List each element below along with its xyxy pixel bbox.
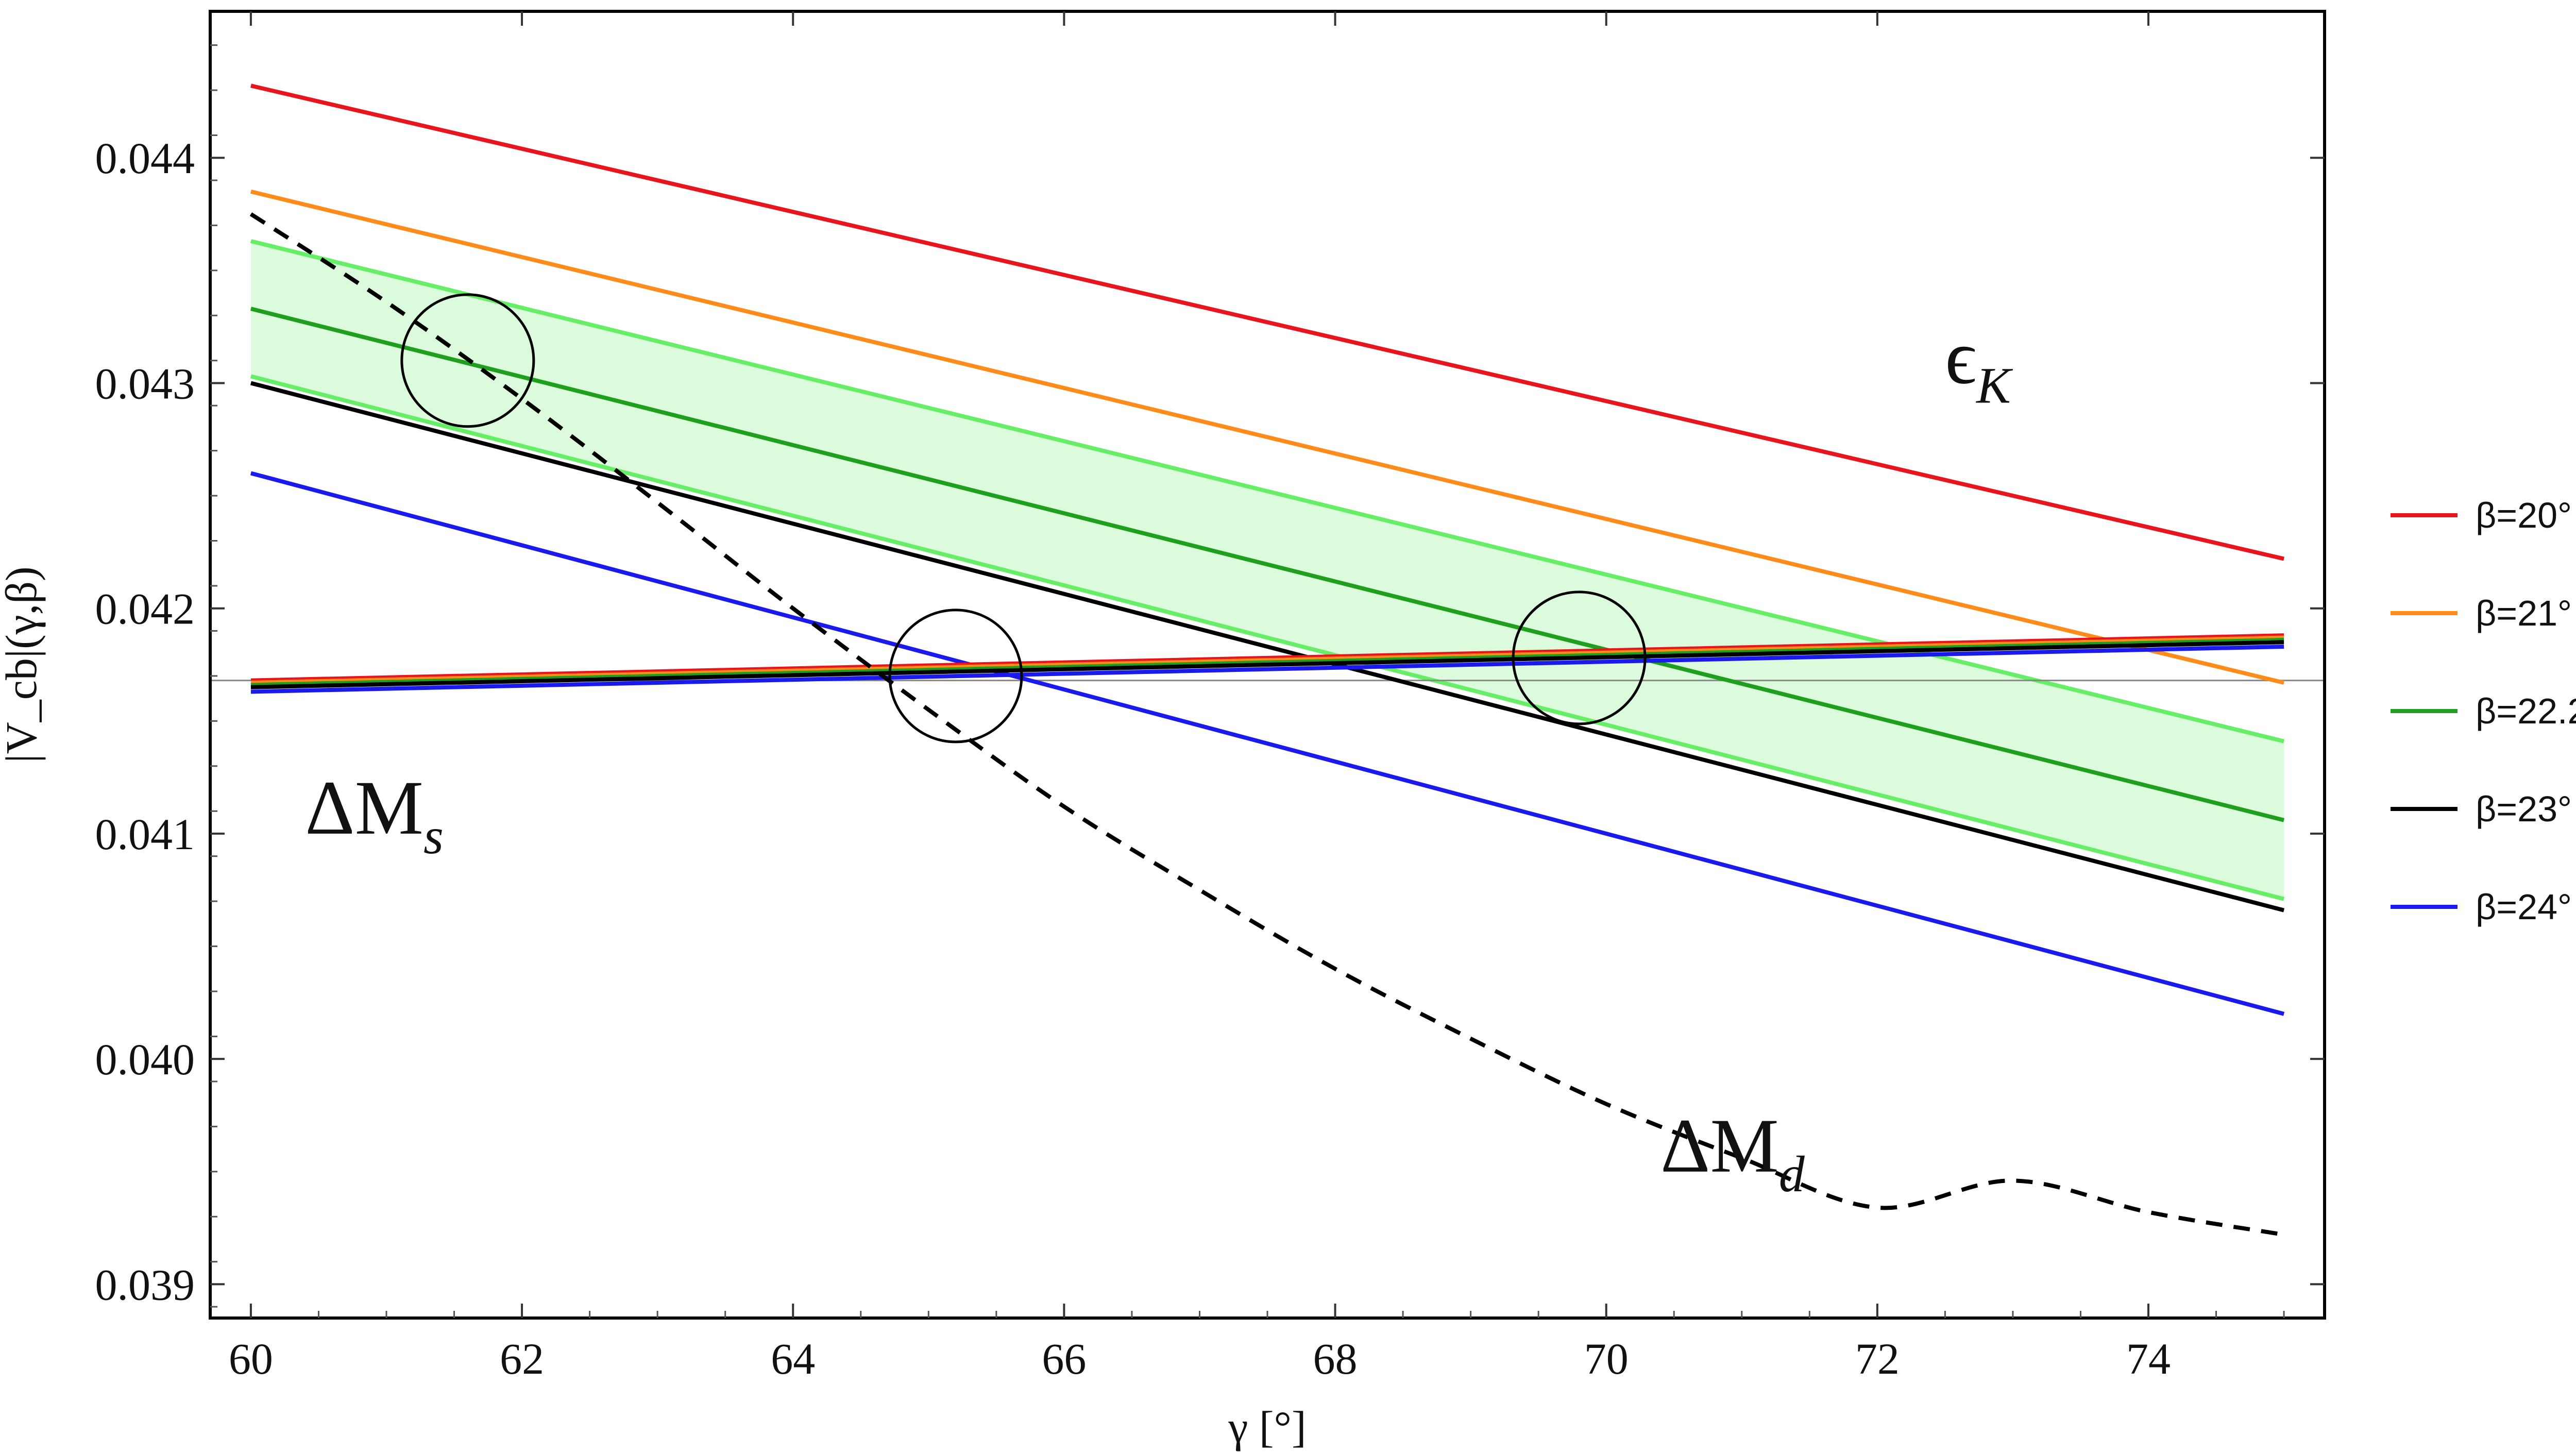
y-tick-label: 0.042 — [95, 584, 195, 634]
axes: 60 62 64 66 68 70 72 74 0.039 0.040 0.041 0.042 0.04… — [0, 10, 2326, 1451]
epsilon-k-line-2 — [250, 307, 2285, 822]
delta-ms-line-0 — [250, 633, 2284, 683]
annotation-1: ΔMs — [305, 765, 444, 865]
annotation-2: ΔMd — [1660, 1103, 1805, 1203]
epsilon-k-line-0 — [250, 83, 2284, 561]
annotation-main: ΔM — [1660, 1103, 1779, 1189]
x-tick-label: 62 — [500, 1334, 544, 1383]
delta-ms-line-1 — [250, 635, 2284, 685]
legend-label-3: β=23° — [2476, 789, 2572, 829]
epsilon-k-line-3 — [250, 381, 2285, 913]
y-tick-label: 0.044 — [95, 133, 195, 183]
epsilon-k-line-1 — [250, 189, 2285, 685]
uncertainty-band-upper — [250, 239, 2285, 744]
plot-content — [210, 83, 2325, 1237]
x-tick-label: 70 — [1584, 1334, 1629, 1383]
annotation-subscript: d — [1779, 1145, 1805, 1203]
legend-label-4: β=24° — [2476, 887, 2572, 927]
highlight-circle-0 — [400, 293, 535, 428]
y-tick-label: 0.039 — [95, 1260, 195, 1309]
delta-ms-line-4 — [250, 645, 2284, 694]
legend-label-1: β=21° — [2476, 593, 2572, 633]
y-tick-label: 0.043 — [95, 359, 195, 408]
legend: β=20° β=21° β=22.2° β=23° β=24° — [2391, 495, 2576, 927]
x-tick-label: 74 — [2126, 1334, 2171, 1383]
y-tick-label: 0.041 — [95, 809, 195, 859]
x-tick-label: 66 — [1042, 1334, 1086, 1383]
highlight-circle-1 — [888, 609, 1023, 744]
annotation-subscript: s — [423, 807, 444, 865]
delta-ms-line-2 — [250, 637, 2284, 687]
x-tick-label: 60 — [229, 1334, 273, 1383]
y-tick-label: 0.040 — [95, 1035, 195, 1084]
x-axis-title: γ [°] — [1228, 1402, 1306, 1451]
legend-label-2: β=22.2° — [2476, 691, 2576, 731]
y-axis-title: |V_cb|(γ,β) — [0, 566, 46, 763]
annotation-main: ϵ — [1945, 314, 1976, 400]
x-tick-label: 64 — [771, 1334, 815, 1383]
delta-ms-line-3 — [250, 640, 2284, 689]
x-tick-label: 68 — [1313, 1334, 1358, 1383]
annotation-0: ϵK — [1945, 314, 2013, 414]
delta-md-curve — [249, 212, 2284, 1237]
epsilon-k-line-4 — [250, 471, 2285, 1016]
highlight-circle-2 — [1512, 590, 1647, 725]
annotation-main: ΔM — [305, 765, 423, 851]
plot-area — [210, 83, 2325, 1237]
annotation-subscript: K — [1975, 357, 2013, 414]
legend-label-0: β=20° — [2476, 495, 2572, 535]
x-tick-label: 72 — [1855, 1334, 1900, 1383]
uncertainty-band-fill — [250, 241, 2284, 899]
uncertainty-band-lower — [250, 374, 2285, 901]
